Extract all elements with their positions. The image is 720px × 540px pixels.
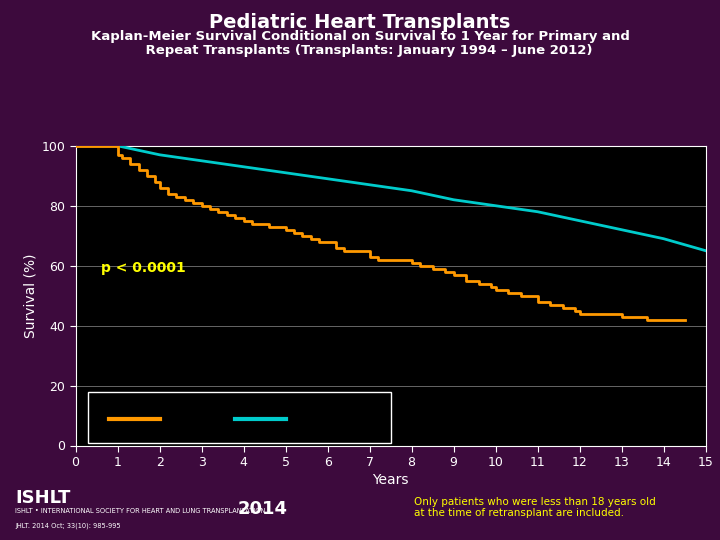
Text: Only patients who were less than 18 years old
at the time of retransplant are in: Only patients who were less than 18 year…: [414, 497, 656, 518]
Text: Repeat Transplants (Transplants: January 1994 – June 2012): Repeat Transplants (Transplants: January…: [127, 44, 593, 57]
Text: ISHLT: ISHLT: [15, 489, 71, 507]
X-axis label: Years: Years: [372, 473, 409, 487]
Text: JHLT. 2014 Oct; 33(10): 985-995: JHLT. 2014 Oct; 33(10): 985-995: [15, 523, 121, 529]
Text: Pediatric Heart Transplants: Pediatric Heart Transplants: [210, 14, 510, 32]
FancyBboxPatch shape: [88, 392, 391, 442]
Text: 2014: 2014: [238, 500, 288, 518]
Y-axis label: Survival (%): Survival (%): [23, 253, 37, 338]
Text: ISHLT • INTERNATIONAL SOCIETY FOR HEART AND LUNG TRANSPLANTATION: ISHLT • INTERNATIONAL SOCIETY FOR HEART …: [15, 508, 266, 514]
Text: Kaplan-Meier Survival Conditional on Survival to 1 Year for Primary and: Kaplan-Meier Survival Conditional on Sur…: [91, 30, 629, 43]
Text: p < 0.0001: p < 0.0001: [101, 261, 186, 275]
